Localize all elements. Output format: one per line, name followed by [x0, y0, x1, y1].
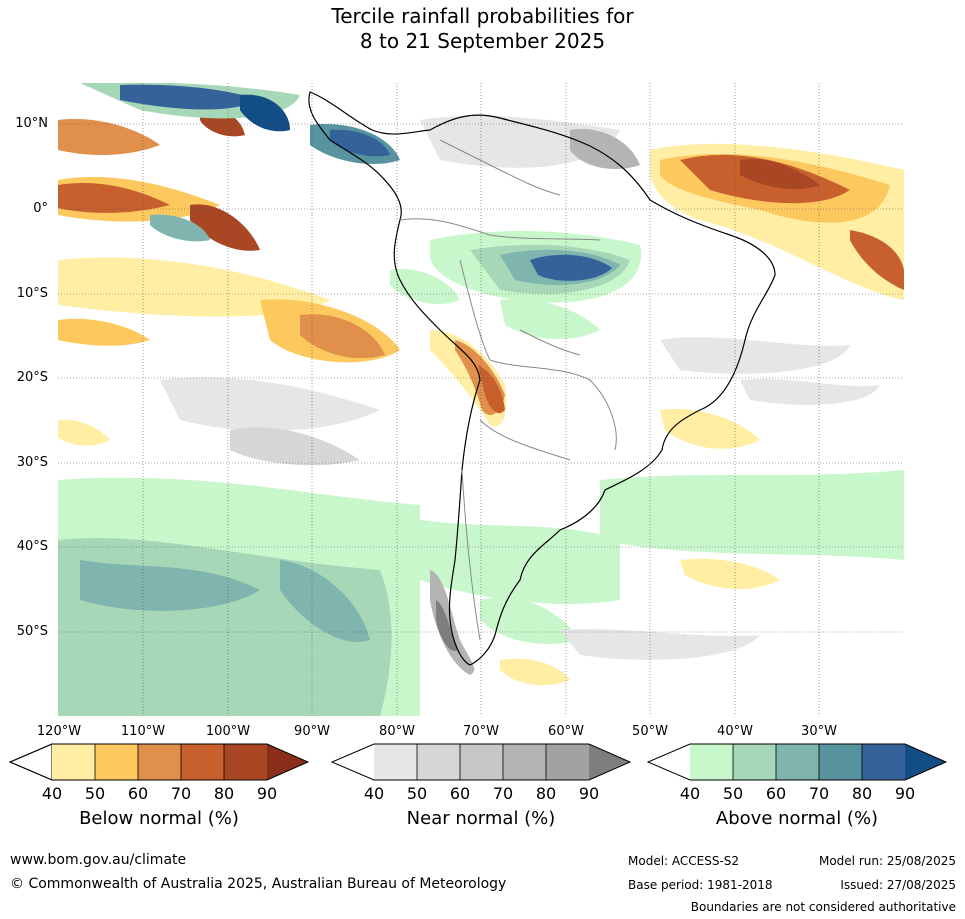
colorbar-near-swatch-5 [546, 744, 589, 780]
lat-label-20s: 20°S [16, 370, 48, 385]
colorbar-near-swatch-2 [417, 744, 460, 780]
near-normal-label: Near normal (%) [406, 808, 556, 829]
lon-label-120w: 120°W [36, 724, 82, 739]
colorbar-near-upper-arrow [589, 744, 630, 780]
above-normal-label: Above normal (%) [715, 808, 879, 829]
below-tick-40: 40 [41, 784, 63, 803]
title-line-2: 8 to 21 September 2025 [359, 29, 606, 53]
lon-label-100w: 100°W [205, 724, 251, 739]
near-tick-80: 80 [535, 784, 557, 803]
colorbar-below-swatch-1 [52, 744, 95, 780]
near-tick-60: 60 [449, 784, 471, 803]
lon-label-30w: 30°W [801, 724, 837, 739]
colorbar-below-swatch-4 [181, 744, 224, 780]
colorbar-near-lower-arrow [332, 744, 374, 780]
lat-label-0: 0° [33, 201, 48, 216]
above-tick-40: 40 [679, 784, 701, 803]
above-tick-80: 80 [851, 784, 873, 803]
lon-label-60w: 60°W [548, 724, 584, 739]
colorbar-below-swatch-5 [224, 744, 267, 780]
above-tick-70: 70 [808, 784, 830, 803]
colorbar-above-lower-arrow [648, 744, 690, 780]
lon-label-70w: 70°W [463, 724, 499, 739]
lat-label-40s: 40°S [16, 539, 48, 554]
colorbar-above-swatch-2 [733, 744, 776, 780]
above-tick-60: 60 [765, 784, 787, 803]
colorbar-near-swatch-4 [503, 744, 546, 780]
map-title: Tercile rainfall probabilities for 8 to … [0, 4, 965, 54]
colorbar-above-normal [646, 743, 948, 781]
near-tick-70: 70 [492, 784, 514, 803]
colorbar-below-upper-arrow [267, 744, 308, 780]
disclaimer-text: Boundaries are not considered authoritat… [690, 900, 956, 914]
country-borders [399, 139, 617, 641]
lat-label-10s: 10°S [16, 286, 48, 301]
coastline [308, 91, 776, 666]
colorbar-below-swatch-3 [138, 744, 181, 780]
lat-label-30s: 30°S [16, 455, 48, 470]
below-normal-label: Below normal (%) [79, 808, 239, 829]
above-tick-90: 90 [894, 784, 916, 803]
model-run-text: Model run: 25/08/2025 [818, 854, 956, 868]
lon-label-80w: 80°W [379, 724, 415, 739]
base-period-text: Base period: 1981-2018 [628, 878, 773, 892]
colorbar-above-upper-arrow [905, 744, 946, 780]
lat-label-10n: 10°N [15, 116, 48, 131]
lon-label-40w: 40°W [717, 724, 753, 739]
lon-label-110w: 110°W [120, 724, 166, 739]
copyright-text: © Commonwealth of Australia 2025, Austra… [10, 876, 507, 892]
below-tick-60: 60 [127, 784, 149, 803]
issued-text: Issued: 27/08/2025 [840, 878, 956, 892]
near-tick-90: 90 [578, 784, 600, 803]
near-tick-40: 40 [363, 784, 385, 803]
colorbar-near-swatch-3 [460, 744, 503, 780]
below-tick-80: 80 [213, 784, 235, 803]
near-tick-50: 50 [406, 784, 428, 803]
colorbar-above-swatch-4 [819, 744, 862, 780]
colorbar-below-normal [8, 743, 310, 781]
colorbar-below-lower-arrow [8, 743, 53, 781]
title-line-1: Tercile rainfall probabilities for [331, 4, 634, 28]
colorbar-near-swatch-1 [374, 744, 417, 780]
probability-field [58, 83, 904, 716]
colorbar-near-normal [330, 743, 632, 781]
below-tick-50: 50 [84, 784, 106, 803]
colorbar-above-swatch-3 [776, 744, 819, 780]
lon-label-50w: 50°W [632, 724, 668, 739]
graticule [58, 83, 904, 716]
colorbar-above-swatch-5 [862, 744, 905, 780]
above-tick-50: 50 [722, 784, 744, 803]
below-tick-70: 70 [170, 784, 192, 803]
model-text: Model: ACCESS-S2 [628, 854, 740, 868]
below-tick-90: 90 [256, 784, 278, 803]
website-link[interactable]: www.bom.gov.au/climate [10, 852, 187, 868]
colorbar-below-swatch-2 [95, 744, 138, 780]
colorbar-above-swatch-1 [690, 744, 733, 780]
lon-label-90w: 90°W [294, 724, 330, 739]
lat-label-50s: 50°S [16, 624, 48, 639]
